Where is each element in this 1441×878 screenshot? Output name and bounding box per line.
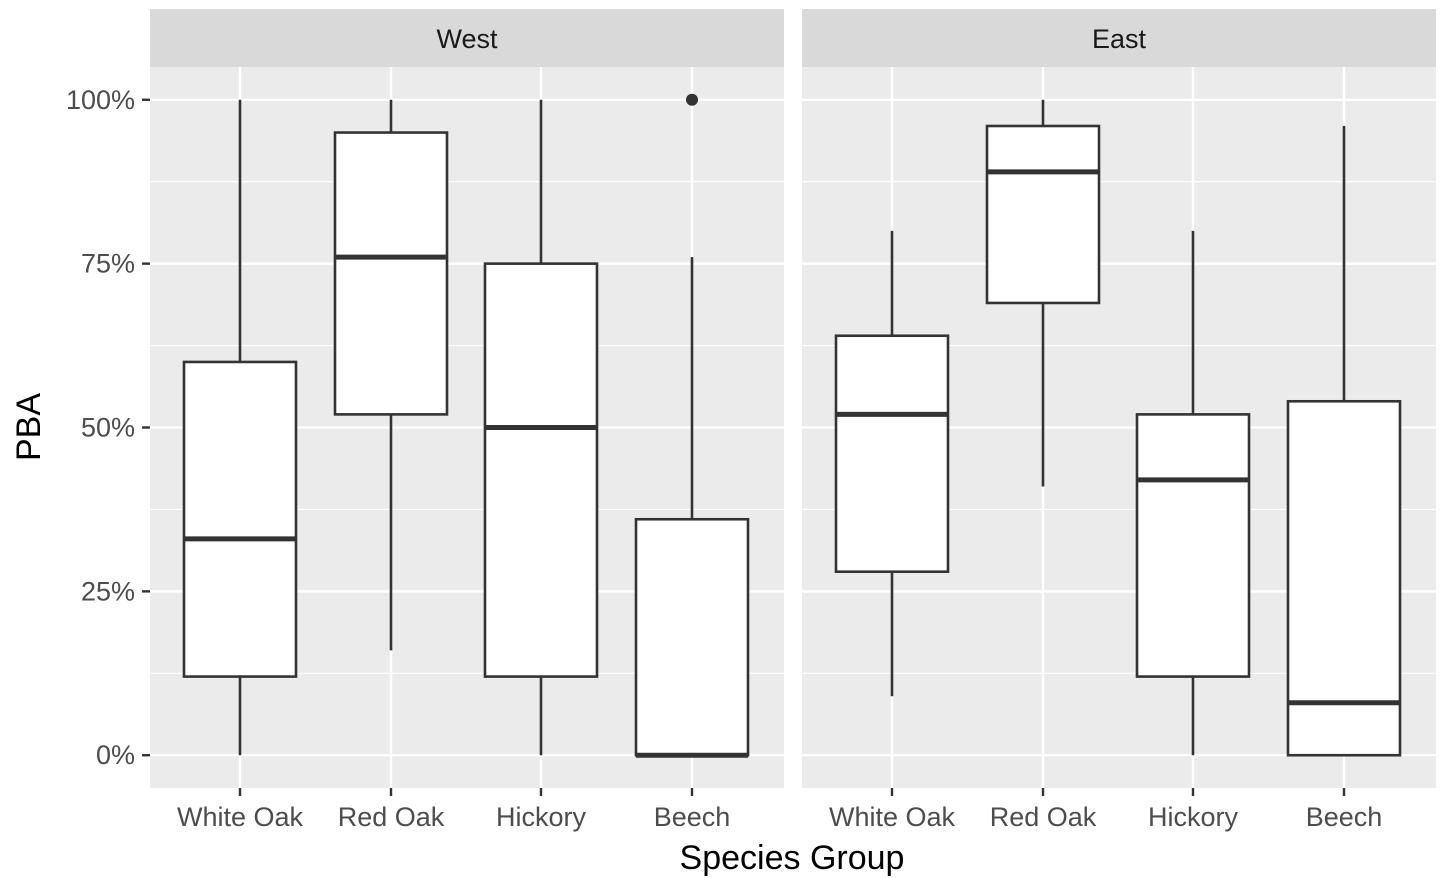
x-tick-label: Hickory xyxy=(1148,802,1239,832)
y-tick-label: 0% xyxy=(96,740,135,770)
iqr-box xyxy=(634,517,750,757)
box-white-oak xyxy=(834,230,950,697)
box-red-oak xyxy=(333,99,449,651)
x-tick-label: Hickory xyxy=(496,802,587,832)
x-tick-label: White Oak xyxy=(829,802,956,832)
facet-panels: West White Oak Red Oak Hickory Beech East Whit… xyxy=(150,9,1436,832)
x-tick-label: Beech xyxy=(654,802,731,832)
facet-panel-east: East White Oak Red Oak Hickory Beech xyxy=(802,9,1436,832)
y-tick-label: 100% xyxy=(66,85,135,115)
x-tick-label: Red Oak xyxy=(990,802,1097,832)
iqr-box xyxy=(985,124,1101,305)
box-white-oak xyxy=(182,99,298,756)
y-tick-label: 75% xyxy=(81,249,135,279)
box-hickory xyxy=(1135,230,1251,756)
outlier-point xyxy=(686,93,698,106)
iqr-box xyxy=(1135,413,1251,678)
box-beech xyxy=(1286,125,1402,757)
box-hickory xyxy=(483,99,599,756)
y-tick-label: 50% xyxy=(81,413,135,443)
x-axis-title: Species Group xyxy=(680,839,905,877)
iqr-box xyxy=(1286,399,1402,757)
facet-strip-label: West xyxy=(436,24,498,54)
y-tick-label: 25% xyxy=(81,576,135,606)
iqr-box xyxy=(333,131,449,416)
box-beech xyxy=(634,93,750,758)
iqr-box xyxy=(483,262,599,678)
iqr-box xyxy=(182,360,298,678)
box-red-oak xyxy=(985,99,1101,487)
facet-strip-label: East xyxy=(1092,24,1147,54)
facet-strip xyxy=(150,9,784,67)
y-axis-title: PBA xyxy=(10,393,48,461)
x-tick-label: Red Oak xyxy=(338,802,445,832)
y-axis: 0% 25% 50% 75% 100% xyxy=(66,85,150,770)
facet-panel-west: West White Oak Red Oak Hickory Beech xyxy=(150,9,784,832)
iqr-box xyxy=(834,334,950,573)
facet-strip xyxy=(802,9,1436,67)
x-tick-label: Beech xyxy=(1306,802,1383,832)
x-tick-label: White Oak xyxy=(177,802,304,832)
